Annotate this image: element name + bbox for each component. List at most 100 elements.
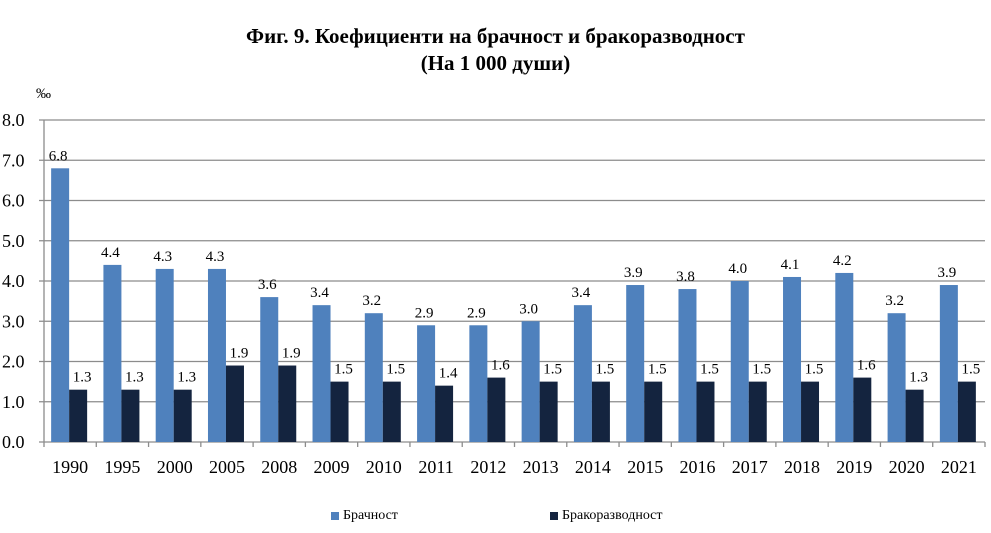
data-label: 1.5 <box>596 362 615 378</box>
bar-marriage <box>783 276 802 442</box>
data-label: 1.5 <box>961 362 980 378</box>
bar-divorce <box>591 381 610 442</box>
data-label: 3.2 <box>362 293 381 309</box>
bar-divorce <box>121 389 140 442</box>
bar-marriage <box>678 289 697 442</box>
data-label: 1.3 <box>909 370 928 386</box>
data-label: 1.5 <box>386 362 405 378</box>
data-label: 1.4 <box>439 366 458 382</box>
x-tick-label: 2005 <box>209 457 245 477</box>
bar-marriage <box>364 313 383 442</box>
data-label: 6.8 <box>49 148 68 164</box>
x-tick-label: 2014 <box>575 457 611 477</box>
y-tick-label: 7.0 <box>2 150 25 170</box>
bar-divorce <box>69 389 88 442</box>
data-label: 3.9 <box>624 265 643 281</box>
x-tick-label: 2013 <box>523 457 559 477</box>
bar-divorce <box>748 381 767 442</box>
data-label: 3.2 <box>885 293 904 309</box>
legend-label-marriage: Брачност <box>343 508 398 523</box>
data-label: 1.6 <box>857 358 876 374</box>
bar-marriage <box>939 285 958 442</box>
bar-marriage <box>155 268 174 442</box>
data-label: 3.4 <box>572 285 591 301</box>
data-label: 2.9 <box>467 305 486 321</box>
data-label: 1.9 <box>230 346 249 362</box>
bar-marriage <box>730 281 749 442</box>
x-tick-label: 2011 <box>418 457 453 477</box>
data-label: 3.6 <box>258 277 277 293</box>
bar-marriage <box>103 264 122 442</box>
data-label: 4.3 <box>206 249 225 265</box>
x-tick-label: 2016 <box>679 457 715 477</box>
data-label: 4.4 <box>101 245 120 261</box>
x-tick-label: 1990 <box>52 457 88 477</box>
y-axis-unit: ‰ <box>36 86 51 102</box>
data-label: 3.4 <box>310 285 329 301</box>
bar-marriage <box>417 325 436 442</box>
legend-swatch-marriage <box>331 512 339 520</box>
data-label: 4.0 <box>728 261 747 277</box>
bar-divorce <box>330 381 349 442</box>
data-label: 3.8 <box>676 269 695 285</box>
data-label: 1.5 <box>805 362 824 378</box>
bar-marriage <box>260 297 279 442</box>
bar-divorce <box>435 385 454 442</box>
y-tick-label: 3.0 <box>2 311 25 331</box>
data-label: 3.9 <box>937 265 956 281</box>
x-tick-label: 1995 <box>104 457 140 477</box>
data-label: 1.3 <box>125 370 144 386</box>
x-tick-label: 2008 <box>261 457 297 477</box>
bar-marriage <box>573 305 592 442</box>
bar-marriage <box>835 272 854 442</box>
bar-divorce <box>382 381 401 442</box>
bar-divorce <box>801 381 820 442</box>
y-tick-label: 0.0 <box>2 432 25 452</box>
bar-divorce <box>225 365 244 442</box>
data-label: 4.1 <box>781 257 800 273</box>
data-label: 1.3 <box>73 370 92 386</box>
y-tick-label: 4.0 <box>2 271 25 291</box>
bar-divorce <box>173 389 192 442</box>
legend-item-divorce: Бракоразводност <box>550 508 663 524</box>
y-tick-label: 6.0 <box>2 191 25 211</box>
x-tick-label: 2018 <box>784 457 820 477</box>
data-label: 1.5 <box>543 362 562 378</box>
legend-swatch-divorce <box>550 512 558 520</box>
legend-item-marriage: Брачност <box>331 508 398 524</box>
bar-marriage <box>469 325 488 442</box>
x-tick-label: 2017 <box>732 457 768 477</box>
bar-marriage <box>521 321 540 442</box>
data-label: 1.5 <box>752 362 771 378</box>
bar-divorce <box>644 381 663 442</box>
bar-marriage <box>887 313 906 442</box>
x-tick-label: 2009 <box>314 457 350 477</box>
x-tick-label: 2020 <box>889 457 925 477</box>
bar-marriage <box>51 168 70 443</box>
data-label: 2.9 <box>415 305 434 321</box>
data-label: 3.0 <box>519 301 538 317</box>
legend-label-divorce: Бракоразводност <box>562 508 663 523</box>
chart-subtitle: (На 1 000 души) <box>420 51 571 75</box>
bar-marriage <box>207 268 226 442</box>
bar-divorce <box>278 365 297 442</box>
x-tick-label: 2000 <box>157 457 193 477</box>
data-label: 1.5 <box>648 362 667 378</box>
y-tick-label: 2.0 <box>2 352 25 372</box>
data-label: 1.5 <box>334 362 353 378</box>
x-tick-label: 2015 <box>627 457 663 477</box>
x-tick-label: 2010 <box>366 457 402 477</box>
bar-marriage <box>626 285 645 442</box>
bar-divorce <box>853 377 872 442</box>
x-tick-label: 2021 <box>941 457 977 477</box>
x-tick-label: 2012 <box>470 457 506 477</box>
data-label: 1.6 <box>491 358 510 374</box>
data-label: 4.2 <box>833 253 852 269</box>
y-tick-label: 5.0 <box>2 231 25 251</box>
bar-divorce <box>696 381 715 442</box>
chart-title: Фиг. 9. Коефициенти на брачност и бракор… <box>246 24 745 48</box>
data-label: 4.3 <box>153 249 172 265</box>
bar-divorce <box>905 389 924 442</box>
bar-divorce <box>957 381 976 442</box>
